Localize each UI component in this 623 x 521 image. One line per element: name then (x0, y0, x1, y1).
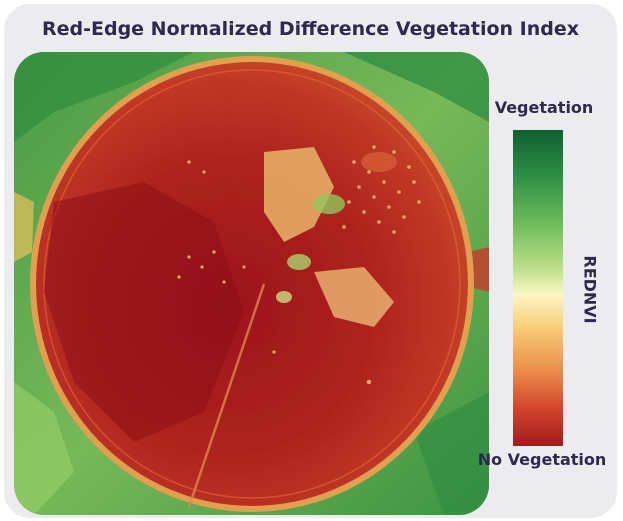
legend-min-label: No Vegetation (477, 450, 607, 469)
figure-panel: Red-Edge Normalized Difference Vegetatio… (4, 4, 617, 518)
index-raster-image (14, 52, 489, 515)
figure-title: Red-Edge Normalized Difference Vegetatio… (42, 18, 579, 40)
colorbar-axis-text: REDNVI (580, 254, 600, 324)
legend-max-label: Vegetation (494, 98, 594, 117)
vegetation-index-map (14, 52, 489, 515)
colorbar-axis-label: REDNVI (560, 255, 620, 323)
colorbar (513, 130, 563, 446)
